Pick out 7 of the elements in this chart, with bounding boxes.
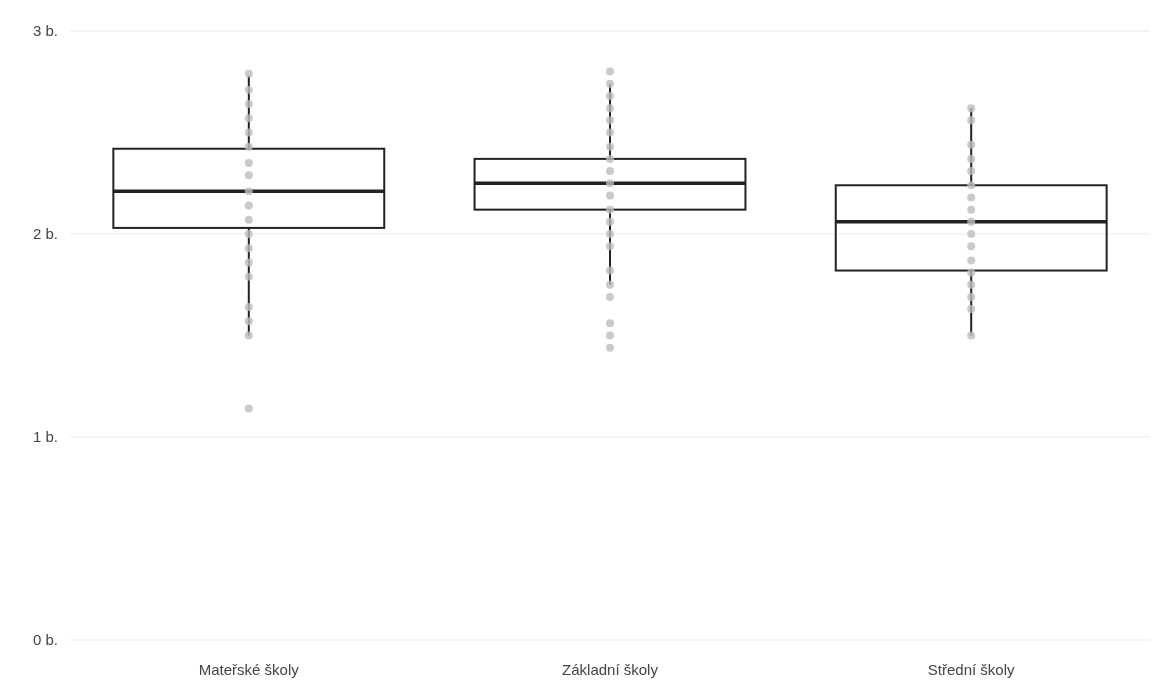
x-tick-label: Střední školy bbox=[927, 661, 1016, 678]
x-tick-label: Mateřské školy bbox=[198, 661, 300, 678]
x-tick-label: Základní školy bbox=[562, 661, 659, 678]
y-tick-label: 3 b. bbox=[32, 22, 58, 40]
y-tick-label: 2 b. bbox=[32, 225, 58, 243]
y-tick-label: 0 b. bbox=[32, 631, 58, 649]
y-tick-label: 1 b. bbox=[32, 428, 58, 446]
